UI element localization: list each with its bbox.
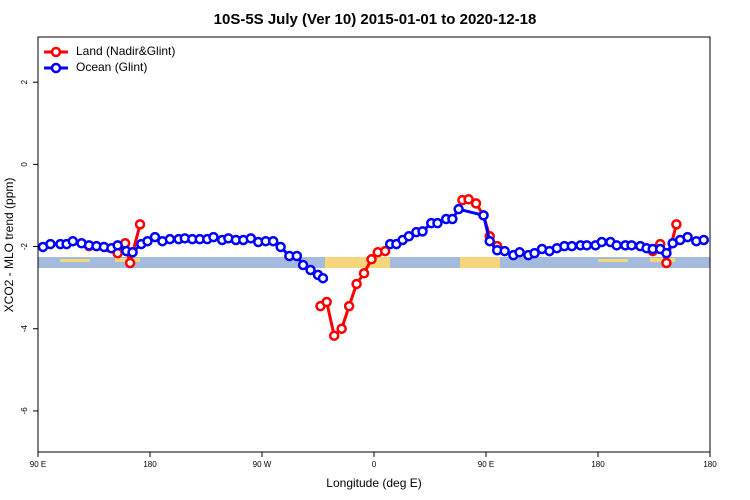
data-point — [453, 203, 464, 215]
data-point — [611, 240, 622, 251]
legend: Land (Nadir&Glint) Ocean (Glint) — [44, 44, 175, 74]
y-tick-label: 0 — [20, 162, 29, 167]
x-tick-label: 90 E — [478, 460, 494, 469]
data-point — [134, 219, 146, 230]
data-point — [336, 323, 347, 334]
x-tick-label: 180 — [143, 460, 157, 469]
data-point — [149, 231, 161, 243]
data-point — [343, 300, 355, 312]
y-tick-label: 2 — [20, 79, 29, 84]
data-point — [297, 259, 309, 271]
data-point — [626, 240, 637, 251]
data-point — [463, 194, 474, 205]
data-point — [358, 268, 370, 279]
data-point — [581, 240, 593, 251]
legend-marker — [50, 62, 62, 74]
data-point — [484, 235, 495, 247]
x-tick-label: 0 — [372, 460, 377, 469]
data-point — [112, 240, 123, 251]
y-tick-label: -4 — [20, 325, 29, 333]
data-point — [124, 257, 136, 269]
data-point — [661, 247, 672, 259]
data-point — [275, 241, 286, 253]
x-tick-label: 90 E — [30, 460, 46, 469]
data-point — [321, 296, 332, 308]
data-point — [127, 247, 138, 258]
data-point — [67, 235, 79, 247]
legend-label: Land (Nadir&Glint) — [76, 44, 175, 58]
data-point — [529, 247, 540, 259]
data-point — [499, 245, 510, 257]
data-point — [328, 330, 340, 341]
chart-title: 10S-5S July (Ver 10) 2015-01-01 to 2020-… — [214, 11, 537, 28]
data-point — [566, 240, 578, 252]
y-tick-label: -6 — [20, 407, 29, 415]
x-tick-label: 180 — [703, 460, 717, 469]
data-point — [596, 236, 607, 248]
data-point — [661, 257, 672, 269]
data-point — [45, 238, 56, 250]
data-point — [366, 254, 377, 265]
x-tick-label: 180 — [591, 460, 605, 469]
data-point — [470, 198, 482, 209]
data-point — [291, 250, 303, 262]
data-point — [164, 233, 176, 245]
data-point — [417, 226, 428, 237]
data-point — [447, 213, 458, 225]
x-tick-label: 90 W — [253, 460, 272, 469]
data-point — [682, 231, 693, 243]
data-point — [432, 217, 443, 229]
data-point — [514, 247, 525, 258]
data-point — [305, 264, 316, 276]
data-point — [698, 234, 710, 246]
data-point — [142, 235, 153, 247]
data-point — [351, 278, 362, 290]
data-point — [403, 231, 415, 242]
legend-label: Ocean (Glint) — [76, 60, 147, 74]
y-tick-label: -2 — [20, 242, 29, 250]
data-point — [208, 231, 219, 243]
data-point — [671, 219, 682, 230]
x-axis-label: Longitude (deg E) — [326, 476, 421, 490]
data-point — [317, 272, 329, 284]
y-axis-label: XCO2 - MLO trend (ppm) — [2, 178, 16, 313]
data-point — [379, 245, 391, 257]
data-point — [478, 210, 489, 221]
legend-marker — [50, 46, 62, 58]
data-point — [267, 235, 279, 247]
